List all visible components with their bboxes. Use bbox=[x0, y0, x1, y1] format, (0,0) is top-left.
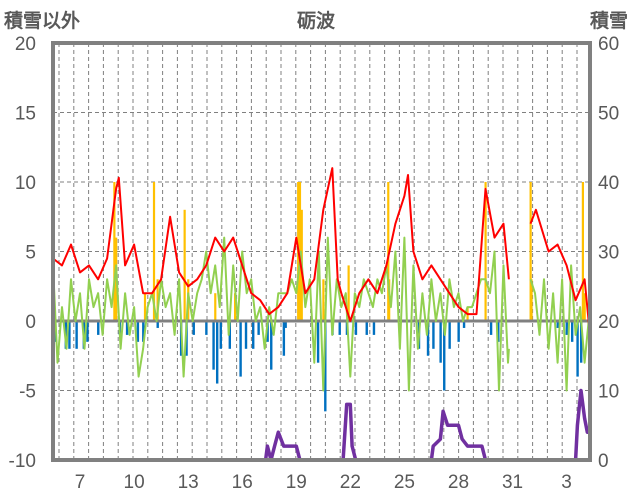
orange-bar bbox=[183, 209, 186, 321]
blue-bar bbox=[439, 321, 442, 363]
x-tick-label: 22 bbox=[340, 472, 361, 493]
blue-bar bbox=[570, 321, 574, 342]
orange-bar bbox=[387, 182, 390, 321]
x-tick-label: 10 bbox=[124, 472, 145, 493]
blue-bar bbox=[284, 321, 287, 328]
blue-bar bbox=[282, 321, 286, 356]
blue-bar bbox=[462, 321, 466, 328]
orange-bar bbox=[484, 182, 487, 321]
right-tick-label: 0 bbox=[598, 451, 609, 472]
blue-bar bbox=[125, 321, 129, 335]
right-tick-label: 40 bbox=[598, 173, 619, 194]
left-tick-label: 15 bbox=[15, 104, 36, 125]
orange-bar bbox=[347, 265, 350, 321]
right-tick-label: 30 bbox=[598, 243, 619, 264]
blue-bar bbox=[239, 321, 242, 377]
red-series-line bbox=[52, 167, 591, 335]
right-tick-label: 10 bbox=[598, 382, 619, 403]
orange-bar bbox=[143, 293, 147, 321]
right-tick-label: 20 bbox=[598, 312, 619, 333]
orange-bar bbox=[322, 279, 325, 321]
blue-bar bbox=[324, 321, 327, 412]
blue-bar bbox=[426, 321, 430, 356]
orange-bar bbox=[234, 293, 237, 321]
blue-bar bbox=[68, 321, 71, 349]
blue-bar bbox=[266, 321, 269, 342]
orange-bar bbox=[152, 182, 156, 321]
green-series-line bbox=[52, 236, 591, 392]
chart-title: 砺波 bbox=[297, 11, 336, 32]
left-tick-label: -10 bbox=[9, 451, 36, 472]
blue-bar bbox=[212, 321, 215, 370]
left-tick-label: 0 bbox=[25, 312, 36, 333]
x-tick-label: 3 bbox=[561, 472, 572, 493]
blue-bar bbox=[579, 321, 583, 363]
left-tick-label: 20 bbox=[15, 34, 36, 55]
blue-bar bbox=[354, 321, 358, 335]
right-axis-title: 積雪 bbox=[590, 11, 629, 32]
right-tick-label: 60 bbox=[598, 34, 619, 55]
orange-bar bbox=[214, 293, 217, 321]
plot-frame bbox=[51, 41, 592, 462]
orange-bar bbox=[530, 279, 533, 321]
x-tick-label: 25 bbox=[394, 472, 415, 493]
x-tick-label: 19 bbox=[286, 472, 307, 493]
left-tick-label: -5 bbox=[19, 382, 36, 403]
blue-bar bbox=[244, 321, 248, 349]
left-tick-label: 10 bbox=[15, 173, 36, 194]
blue-bar bbox=[215, 321, 219, 384]
x-tick-label: 13 bbox=[178, 472, 199, 493]
left-axis-title: 積雪以外 bbox=[4, 11, 81, 32]
blue-bar bbox=[497, 321, 500, 342]
blue-bar bbox=[338, 321, 341, 335]
blue-bar bbox=[86, 321, 89, 342]
orange-bar bbox=[529, 182, 532, 321]
blue-bar bbox=[556, 321, 559, 328]
orange-bar bbox=[113, 182, 116, 321]
x-tick-label: 28 bbox=[448, 472, 469, 493]
orange-bar bbox=[583, 293, 586, 321]
blue-bar bbox=[136, 321, 140, 342]
blue-bar bbox=[448, 321, 451, 349]
blue-bar bbox=[75, 321, 78, 349]
blue-bar bbox=[142, 321, 145, 342]
blue-bar bbox=[576, 321, 579, 377]
blue-bar bbox=[316, 321, 320, 363]
x-tick-label: 7 bbox=[75, 472, 86, 493]
orange-bar bbox=[581, 182, 584, 321]
blue-bar bbox=[192, 321, 195, 335]
x-tick-label: 16 bbox=[232, 472, 253, 493]
blue-bar bbox=[205, 321, 208, 335]
purple-series-line bbox=[53, 388, 590, 462]
blue-bar bbox=[257, 321, 260, 335]
blue-bar bbox=[432, 321, 435, 349]
blue-bar bbox=[219, 321, 222, 349]
blue-bar bbox=[443, 321, 446, 391]
left-tick-label: 5 bbox=[25, 243, 36, 264]
blue-bar bbox=[228, 321, 231, 349]
right-tick-label: 50 bbox=[598, 104, 619, 125]
blue-bar bbox=[156, 321, 159, 328]
blue-bar bbox=[489, 321, 493, 335]
blue-bar bbox=[53, 321, 57, 342]
orange-bar bbox=[156, 279, 159, 321]
x-tick-label: 31 bbox=[502, 472, 523, 493]
blue-bar bbox=[565, 321, 568, 335]
blue-bar bbox=[252, 321, 255, 349]
blue-bar bbox=[372, 321, 376, 335]
blue-bar bbox=[97, 321, 100, 335]
blue-bar bbox=[365, 321, 368, 335]
blue-bar bbox=[457, 321, 460, 342]
blue-bar bbox=[270, 321, 273, 370]
